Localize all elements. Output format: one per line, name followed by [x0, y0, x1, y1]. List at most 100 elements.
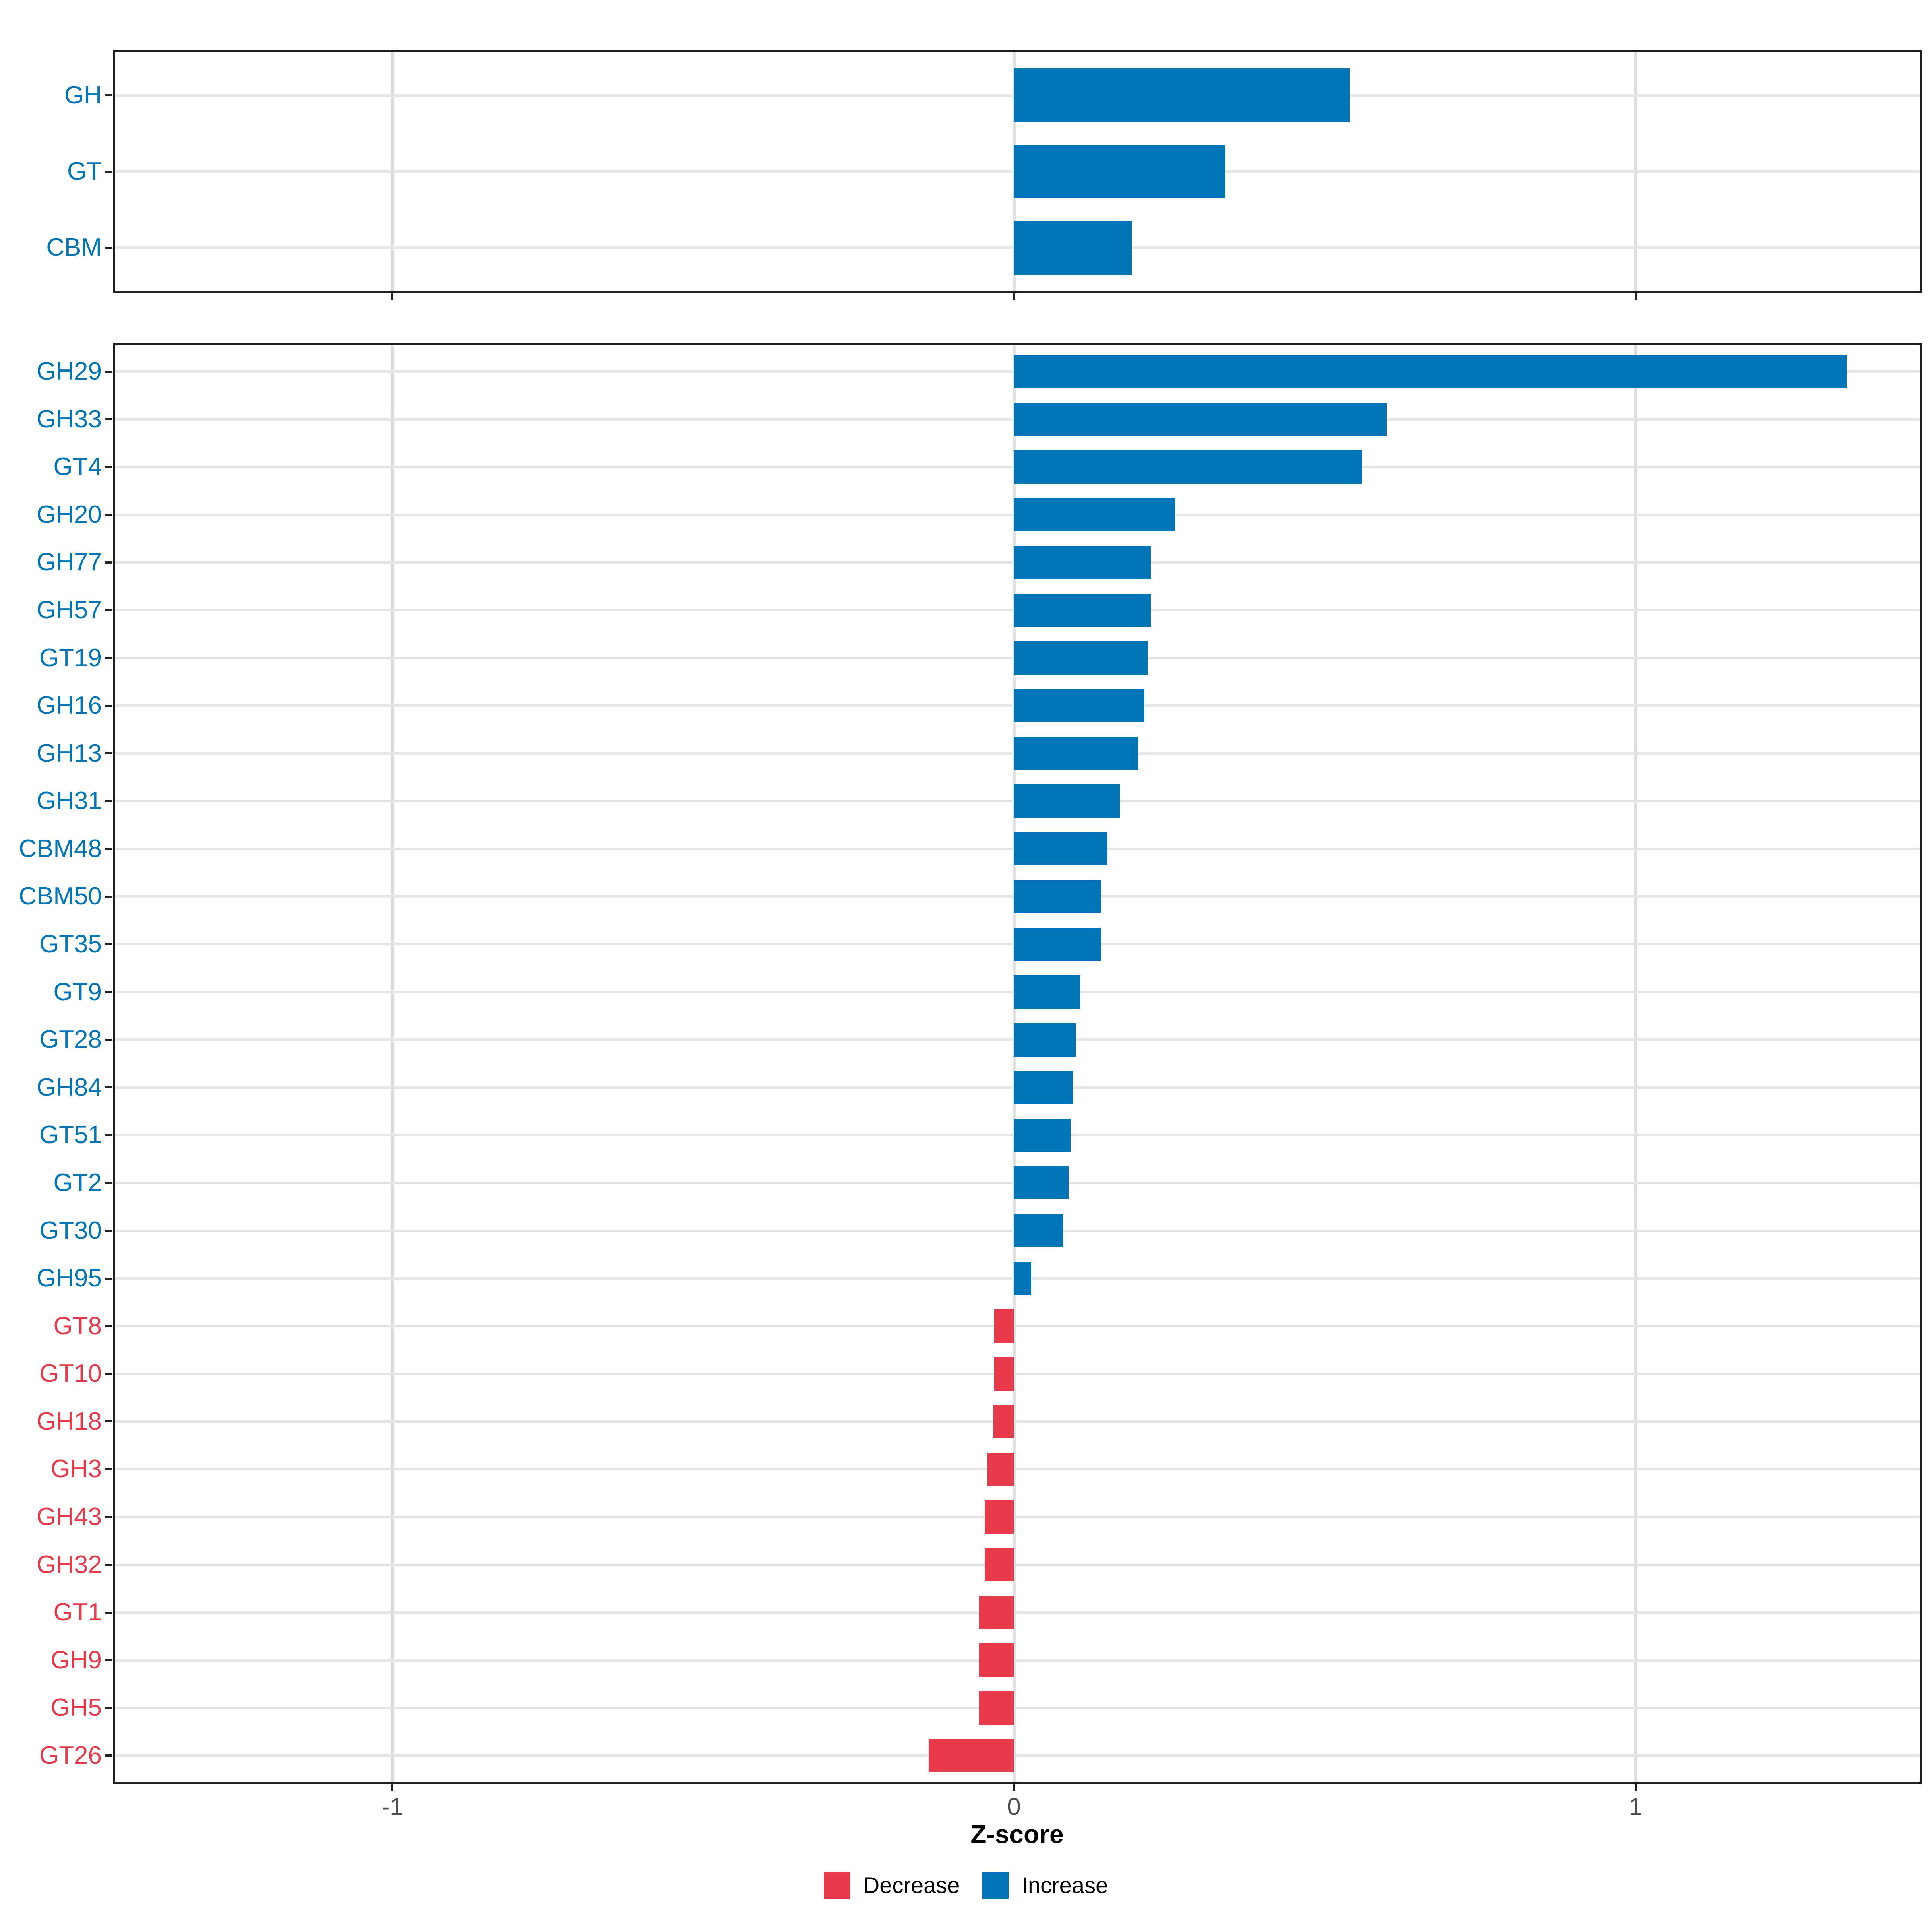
y-axis-label: GT4 [53, 453, 102, 481]
y-axis-tick [105, 848, 112, 850]
y-axis-label: GH5 [50, 1694, 102, 1722]
y-axis-tick [105, 1611, 112, 1614]
y-axis-tick [105, 704, 112, 707]
x-gridline [1634, 343, 1637, 1784]
y-axis-tick [105, 1230, 112, 1232]
x-gridline [391, 343, 394, 1784]
bar [979, 1691, 1014, 1725]
bar [1014, 1023, 1076, 1057]
y-axis-tick [105, 1707, 112, 1709]
y-axis-label: GH3 [50, 1455, 102, 1483]
y-axis-tick [105, 246, 112, 249]
y-axis-label: GH18 [37, 1407, 102, 1435]
y-gridline [113, 1468, 1922, 1471]
bar [1014, 689, 1145, 722]
y-axis-label: GH33 [37, 405, 102, 433]
y-axis-label: GH84 [37, 1073, 102, 1101]
legend-label-increase: Increase [1022, 1872, 1108, 1898]
y-gridline [113, 1611, 1922, 1614]
y-axis-tick [105, 800, 112, 802]
x-tick-label-0: 0 [1007, 1793, 1021, 1820]
y-axis-label: CBM48 [19, 834, 102, 863]
bar [1014, 975, 1081, 1009]
y-axis-label: GH32 [37, 1550, 102, 1579]
y-gridline [113, 1659, 1922, 1662]
legend-item-decrease: Decrease [824, 1872, 960, 1899]
y-axis-label: GT28 [39, 1026, 102, 1054]
y-axis-tick [105, 1086, 112, 1089]
y-axis-label: GH9 [50, 1646, 102, 1674]
y-axis-tick [105, 418, 112, 421]
bar [1014, 402, 1387, 436]
bar [1014, 221, 1132, 275]
bar [1014, 1261, 1032, 1295]
y-axis-label: GT9 [53, 978, 102, 1006]
y-axis-label: GH43 [37, 1503, 102, 1531]
y-axis-tick [105, 609, 112, 611]
y-axis-tick [105, 752, 112, 755]
y-axis-label: GT8 [53, 1312, 102, 1340]
bar [1014, 355, 1847, 388]
y-axis-tick [105, 170, 112, 173]
y-axis-tick [105, 94, 112, 97]
y-axis-tick [105, 1277, 112, 1280]
x-tick-label-1: 1 [1629, 1793, 1642, 1820]
y-axis-label: GH [64, 81, 102, 109]
y-axis-tick [105, 943, 112, 945]
bar [929, 1739, 1014, 1773]
x-tick-label-neg1: -1 [382, 1793, 403, 1820]
y-gridline [113, 1707, 1922, 1709]
bar [1014, 450, 1362, 484]
y-axis-label: GT1 [53, 1598, 102, 1627]
y-axis-label: GT30 [39, 1216, 102, 1245]
y-axis-tick [105, 1420, 112, 1423]
bar [1014, 1166, 1069, 1200]
y-axis-tick [105, 514, 112, 516]
bar [979, 1596, 1014, 1629]
bar [1014, 593, 1151, 627]
bar [1014, 927, 1101, 961]
y-axis-label: GH29 [37, 357, 102, 386]
x-axis-tick [1634, 293, 1637, 300]
y-gridline [113, 1515, 1922, 1518]
y-axis-label: GH13 [37, 739, 102, 767]
y-axis-label: GT [67, 157, 102, 185]
y-axis-tick [105, 1134, 112, 1136]
y-axis-tick [105, 657, 112, 659]
x-axis-title: Z-score [970, 1820, 1064, 1849]
legend: Decrease Increase [0, 1872, 1932, 1899]
bar [979, 1643, 1014, 1677]
bar [1014, 545, 1151, 579]
y-axis-label: GH77 [37, 548, 102, 576]
y-gridline [113, 1754, 1922, 1757]
y-gridline [113, 1373, 1922, 1375]
y-axis-tick [105, 895, 112, 898]
bar [985, 1500, 1014, 1534]
bar [1014, 832, 1107, 866]
x-axis-tick [1013, 1784, 1015, 1791]
y-axis-label: CBM50 [19, 882, 102, 910]
y-axis-label: GT19 [39, 644, 102, 672]
bar [1014, 68, 1350, 122]
bar [1014, 1118, 1071, 1152]
bar [994, 1309, 1014, 1343]
bar [1014, 498, 1176, 532]
y-axis-label: GT26 [39, 1741, 102, 1769]
y-axis-tick [105, 991, 112, 993]
bar [987, 1452, 1014, 1486]
bar [993, 1405, 1014, 1439]
y-axis-tick [105, 1038, 112, 1041]
y-axis-tick [105, 1754, 112, 1757]
bar [994, 1357, 1014, 1391]
decrease-swatch-icon [824, 1872, 850, 1899]
y-axis-label: CBM [46, 233, 102, 262]
y-axis-tick [105, 1468, 112, 1470]
y-axis-label: GT51 [39, 1121, 102, 1149]
y-axis-label: GH95 [37, 1264, 102, 1292]
y-axis-tick [105, 1182, 112, 1184]
x-gridline [1012, 343, 1016, 1784]
bar [1014, 641, 1148, 675]
y-axis-tick [105, 1373, 112, 1375]
bar [1014, 1214, 1063, 1247]
